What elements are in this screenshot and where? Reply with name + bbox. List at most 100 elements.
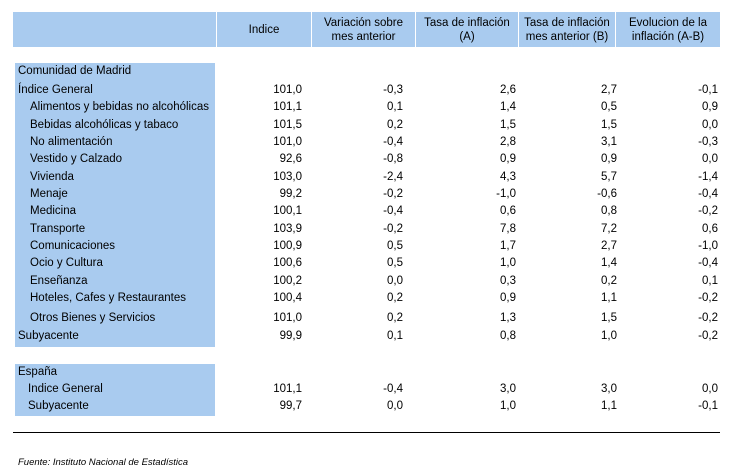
- cell-evolucion: 0,0: [702, 119, 718, 131]
- row-label: España: [18, 366, 58, 378]
- cell-tasa-b: 2,7: [601, 84, 617, 96]
- cell-tasa-b: 0,5: [601, 101, 617, 113]
- cell-tasa-b: 1,4: [601, 257, 617, 269]
- cell-variacion: -2,4: [383, 171, 403, 183]
- madrid-label-column: [15, 63, 215, 347]
- header-divider: [415, 12, 416, 47]
- table-row: Alimentos y bebidas no alcohólicas 101,1 0…: [0, 99, 733, 116]
- cell-tasa-b: 5,7: [601, 171, 617, 183]
- row-label: No alimentación: [30, 136, 113, 148]
- cell-tasa-a: 3,0: [500, 383, 516, 395]
- cell-tasa-a: -1,0: [496, 188, 516, 200]
- cell-evolucion: -0,3: [698, 136, 718, 148]
- cell-tasa-a: 1,3: [500, 312, 516, 324]
- cell-tasa-b: 7,2: [601, 223, 617, 235]
- cell-evolucion: -0,4: [698, 257, 718, 269]
- cell-variacion: 0,2: [387, 292, 403, 304]
- cell-variacion: -0,2: [383, 188, 403, 200]
- footer-rule: [13, 432, 720, 433]
- cell-indice: 101,1: [273, 383, 302, 395]
- row-label: Indice General: [28, 383, 103, 395]
- row-label: Subyacente: [28, 400, 89, 412]
- cell-evolucion: -0,1: [698, 84, 718, 96]
- header-variacion: Variación sobre mes anterior: [323, 16, 404, 43]
- cell-tasa-b: 2,7: [601, 240, 617, 252]
- cell-evolucion: -0,2: [698, 330, 718, 342]
- table-row: Enseñanza 100,2 0,0 0,3 0,2 0,1: [0, 273, 733, 290]
- header-tasa-a: Tasa de inflación (A): [424, 16, 510, 43]
- header-tasa-b: Tasa de inflación mes anterior (B): [524, 16, 610, 43]
- table-row: Índice General 101,0 -0,3 2,6 2,7 -0,1: [0, 82, 733, 99]
- cell-tasa-b: 0,9: [601, 153, 617, 165]
- cell-variacion: 0,5: [387, 257, 403, 269]
- cell-tasa-b: 3,1: [601, 136, 617, 148]
- row-label: Comunidad de Madrid: [18, 65, 132, 77]
- cell-evolucion: 0,0: [702, 383, 718, 395]
- cell-variacion: -0,4: [383, 383, 403, 395]
- row-label: Enseñanza: [30, 275, 88, 287]
- cell-evolucion: -0,2: [698, 292, 718, 304]
- table-row: Ocio y Cultura 100,6 0,5 1,0 1,4 -0,4: [0, 255, 733, 272]
- table-row: Bebidas alcohólicas y tabaco 101,5 0,2 1,5 1…: [0, 117, 733, 134]
- row-label: Ocio y Cultura: [30, 257, 103, 269]
- cell-tasa-b: 1,5: [601, 119, 617, 131]
- cell-indice: 100,1: [273, 205, 302, 217]
- cell-indice: 101,1: [273, 101, 302, 113]
- table-row: Hoteles, Cafes y Restaurantes 100,4 0,2 0,9…: [0, 290, 733, 307]
- cell-tasa-b: 0,8: [601, 205, 617, 217]
- cell-variacion: -0,4: [383, 136, 403, 148]
- cell-tasa-a: 1,7: [500, 240, 516, 252]
- cell-indice: 103,9: [273, 223, 302, 235]
- cell-indice: 99,7: [279, 400, 302, 412]
- cell-tasa-a: 7,8: [500, 223, 516, 235]
- cell-indice: 100,6: [273, 257, 302, 269]
- cell-tasa-a: 0,9: [500, 292, 516, 304]
- row-label: Hoteles, Cafes y Restaurantes: [30, 292, 186, 304]
- cell-variacion: -0,4: [383, 205, 403, 217]
- cell-evolucion: -0,1: [698, 400, 718, 412]
- row-label: Medicina: [30, 205, 77, 217]
- header-indice: Indice: [248, 23, 280, 36]
- header-divider: [311, 12, 312, 47]
- cell-tasa-b: 3,0: [601, 383, 617, 395]
- cell-evolucion: 0,0: [702, 153, 718, 165]
- row-label: Menaje: [30, 188, 68, 200]
- row-label: Transporte: [30, 223, 86, 235]
- header-divider: [216, 12, 217, 47]
- row-label: Comunicaciones: [30, 240, 116, 252]
- source-note: Fuente: Instituto Nacional de Estadístic…: [18, 457, 189, 468]
- row-label: Alimentos y bebidas no alcohólicas: [30, 101, 209, 113]
- row-label: Bebidas alcohólicas y tabaco: [30, 119, 179, 131]
- table-row: Subyacente 99,7 0,0 1,0 1,1 -0,1: [0, 398, 733, 415]
- cell-indice: 101,0: [273, 312, 302, 324]
- cell-indice: 103,0: [273, 171, 302, 183]
- cell-tasa-b: 1,1: [601, 400, 617, 412]
- cell-evolucion: -1,4: [698, 171, 718, 183]
- cell-indice: 99,2: [279, 188, 302, 200]
- section-title-espana: España: [0, 364, 733, 381]
- cell-tasa-a: 0,3: [500, 275, 516, 287]
- row-label: Vestido y Calzado: [30, 153, 123, 165]
- cell-tasa-a: 2,6: [500, 84, 516, 96]
- cell-tasa-b: -0,6: [597, 188, 617, 200]
- cell-indice: 101,0: [273, 136, 302, 148]
- section-title-madrid: Comunidad de Madrid: [0, 63, 733, 80]
- table-row: Comunicaciones 100,9 0,5 1,7 2,7 -1,0: [0, 238, 733, 255]
- table-row: Menaje 99,2 -0,2 -1,0 -0,6 -0,4: [0, 186, 733, 203]
- cell-tasa-b: 0,2: [601, 275, 617, 287]
- table-row: Otros Bienes y Servicios 101,0 0,2 1,3 1,5 -0…: [0, 310, 733, 327]
- espana-label-column: [15, 364, 215, 416]
- cell-evolucion: 0,9: [702, 101, 718, 113]
- cell-evolucion: -1,0: [698, 240, 718, 252]
- cell-variacion: 0,2: [387, 312, 403, 324]
- cell-tasa-a: 4,3: [500, 171, 516, 183]
- header-divider: [518, 12, 519, 47]
- table-row: Transporte 103,9 -0,2 7,8 7,2 0,6: [0, 221, 733, 238]
- cell-tasa-a: 1,5: [500, 119, 516, 131]
- cell-tasa-a: 0,6: [500, 205, 516, 217]
- cell-tasa-a: 0,8: [500, 330, 516, 342]
- cell-evolucion: -0,4: [698, 188, 718, 200]
- row-label: Vivienda: [30, 171, 74, 183]
- table-row: Indice General 101,1 -0,4 3,0 3,0 0,0: [0, 381, 733, 398]
- cell-variacion: 0,1: [387, 330, 403, 342]
